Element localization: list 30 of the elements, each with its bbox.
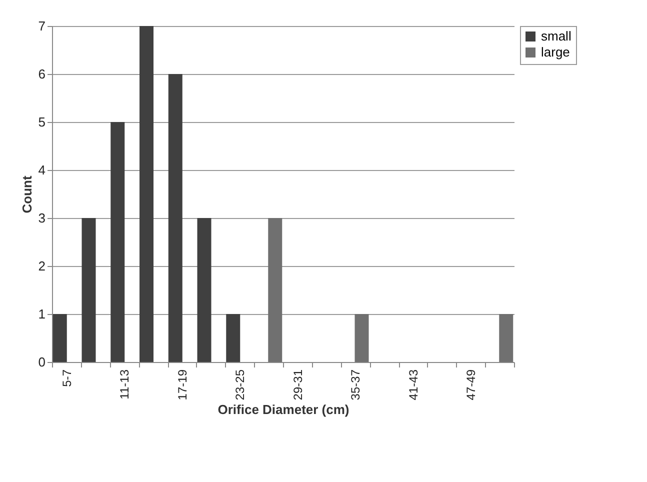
x-tick-label: 29-31 [290, 369, 305, 400]
y-tick-label: 1 [38, 306, 46, 322]
y-tick-label: 3 [38, 210, 46, 226]
bar [140, 26, 154, 362]
y-axis-title: Count [19, 175, 34, 214]
x-tick-label: 41-43 [406, 369, 420, 400]
x-tick-label: 47-49 [464, 369, 478, 400]
y-tick-label: 0 [38, 354, 46, 370]
bar [499, 314, 514, 362]
x-axis-title: Orifice Diameter (cm) [218, 402, 350, 418]
bar [52, 314, 67, 362]
bar [197, 218, 212, 362]
legend-label: small [541, 28, 572, 44]
bar [354, 314, 369, 362]
x-tick-label: 5-7 [60, 369, 74, 387]
bar [168, 74, 182, 362]
x-tick-label: 17-19 [175, 369, 190, 400]
bar [110, 122, 125, 362]
y-tick-label: 5 [38, 114, 46, 130]
bar [268, 218, 282, 362]
y-tick-label: 2 [38, 258, 46, 274]
x-tick-label: 11-13 [118, 369, 132, 400]
x-tick-label: 23-25 [233, 369, 248, 400]
legend-label: large [541, 44, 570, 60]
y-tick-label: 6 [38, 66, 46, 82]
y-tick-label: 4 [38, 162, 46, 178]
x-tick-label: 35-37 [348, 369, 363, 400]
y-tick-label: 7 [38, 18, 46, 34]
bar [226, 314, 240, 362]
bar [82, 218, 96, 362]
